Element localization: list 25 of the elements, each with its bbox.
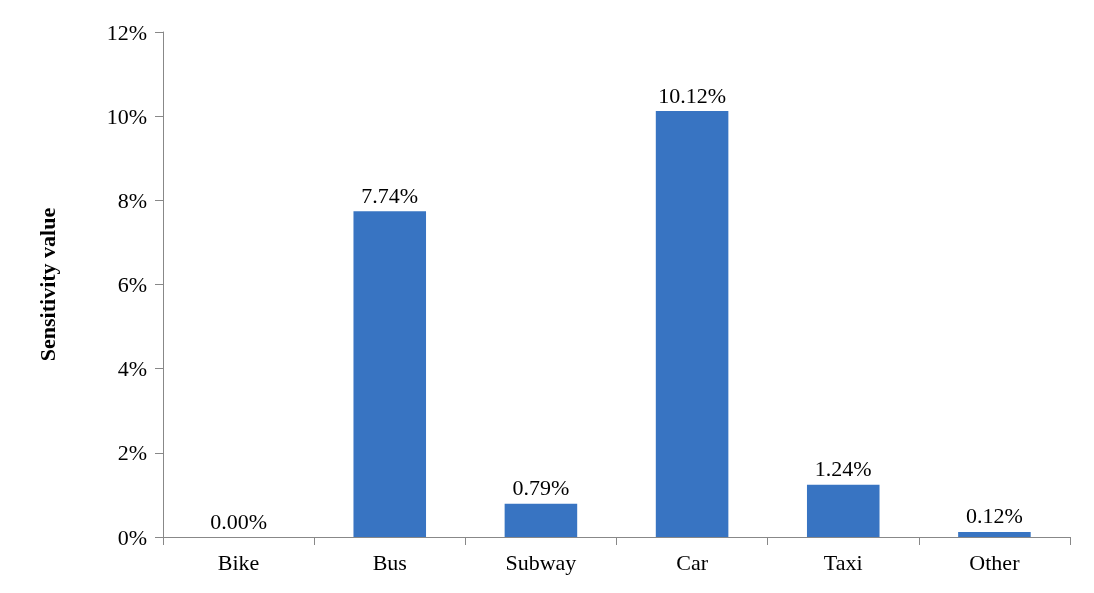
- bar: [353, 211, 427, 537]
- data-label: 7.74%: [361, 182, 419, 208]
- bar: [806, 484, 880, 537]
- y-tick-label: 8%: [117, 187, 147, 213]
- data-label: 1.24%: [814, 456, 872, 482]
- x-tick-label: Subway: [505, 549, 577, 575]
- x-tick-label: Car: [676, 549, 709, 575]
- bar: [504, 503, 578, 537]
- y-tick-label: 10%: [106, 103, 147, 129]
- y-tick-label: 4%: [117, 356, 147, 382]
- data-label: 0.79%: [512, 475, 570, 501]
- data-label: 10.12%: [658, 82, 726, 108]
- data-label: 0.00%: [210, 508, 267, 534]
- y-tick-label: 12%: [106, 19, 147, 45]
- x-tick-label: Other: [969, 549, 1021, 575]
- x-tick-label: Taxi: [823, 549, 863, 575]
- x-tick-label: Bus: [372, 549, 407, 575]
- bar: [655, 111, 729, 537]
- y-tick-label: 2%: [117, 440, 147, 466]
- data-label: 0.12%: [966, 503, 1023, 529]
- y-axis-title: Sensitivity value: [34, 207, 60, 362]
- bar: [958, 531, 1031, 537]
- y-tick-label: 6%: [117, 272, 147, 297]
- x-tick-label: Bike: [217, 549, 260, 575]
- y-tick-label: 0%: [117, 524, 147, 550]
